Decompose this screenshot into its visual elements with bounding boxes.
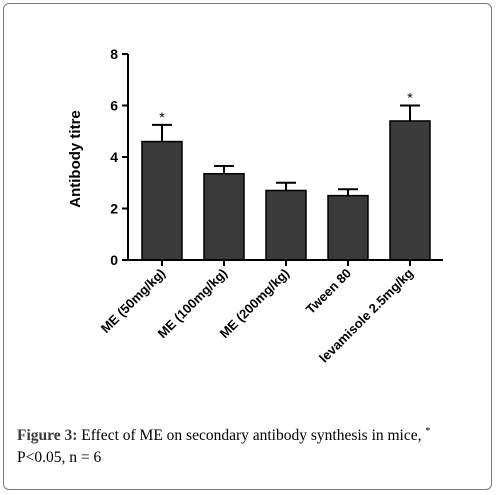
bar — [265, 189, 307, 261]
y-tick-label: 6 — [110, 98, 118, 114]
caption-label: Figure 3: — [17, 427, 78, 445]
y-tick-label: 8 — [110, 46, 118, 62]
x-axis: ME (50mg/kg)ME (100mg/kg)ME (200mg/kg) Tw… — [98, 259, 443, 366]
significance-star: * — [407, 90, 413, 106]
caption-star: * — [425, 426, 431, 437]
y-axis: 0 2 4 6 8 — [110, 46, 129, 268]
x-tick-label: ME (50mg/kg) — [98, 266, 168, 336]
y-tick-label: 0 — [110, 252, 118, 268]
bar — [141, 140, 183, 261]
y-tick-label: 4 — [110, 149, 118, 165]
x-tick-label: Tween 80 — [303, 266, 354, 317]
bar — [327, 194, 369, 261]
bars: ** — [141, 90, 431, 261]
bar — [389, 120, 431, 261]
figure-caption: Figure 3: Effect of ME on secondary anti… — [17, 421, 487, 469]
significance-star: * — [159, 109, 165, 125]
caption-text: Effect of ME on secondary antibody synth… — [81, 427, 422, 445]
y-axis-label: Antibody titre — [67, 110, 84, 208]
y-tick-label: 2 — [110, 201, 118, 217]
bar — [203, 172, 245, 261]
caption-stats: P<0.05, n = 6 — [17, 449, 102, 467]
